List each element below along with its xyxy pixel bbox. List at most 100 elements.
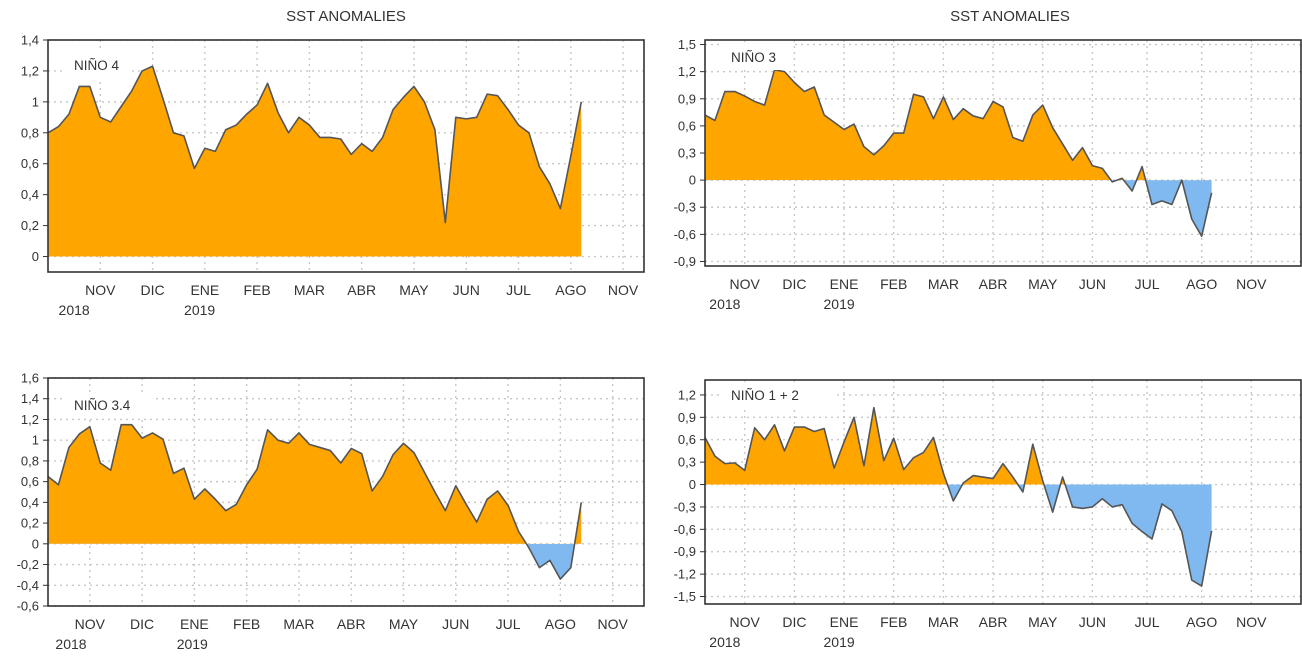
- nino34-year-label-1: 2019: [177, 636, 208, 652]
- nino4-point-6: [110, 121, 111, 122]
- nino4-point-44: [507, 109, 508, 110]
- nino4-point-36: [424, 101, 425, 102]
- nino3-ytick-label-4: 0,3: [678, 146, 696, 161]
- nino3-ytick-label-7: -0,6: [674, 227, 696, 242]
- nino34-point-20: [257, 469, 258, 470]
- nino34-point-9: [142, 438, 143, 439]
- nino3-point-51: [1211, 192, 1212, 193]
- nino34-point-38: [445, 510, 446, 511]
- nino34-point-23: [288, 443, 289, 444]
- nino3-region-label: NIÑO 3: [731, 50, 776, 65]
- nino4-ytick-label-7: 0: [32, 249, 39, 264]
- nino12-point-43: [1132, 523, 1133, 524]
- nino3-label-box: [723, 44, 791, 70]
- nino4-xtick-label-3: FEB: [244, 282, 271, 298]
- nino34-point-46: [528, 547, 529, 548]
- nino34-point-48: [549, 560, 550, 561]
- nino12-point-10: [804, 426, 805, 427]
- nino12-positive-area: [705, 407, 1212, 485]
- nino12-chart: 1,2 0,9 0,6 0,3 0 -0,3 -0,6 -0,9 -1,2 -1,5 NOV DIC E…: [674, 379, 1302, 650]
- nino4-point-22: [277, 112, 278, 113]
- nino34-point-6: [110, 470, 111, 471]
- nino3-point-18: [883, 145, 884, 146]
- nino34-point-27: [330, 450, 331, 451]
- nino3-point-6: [764, 104, 765, 105]
- nino34-point-18: [236, 504, 237, 505]
- nino12-y-axis: 1,2 0,9 0,6 0,3 0 -0,3 -0,6 -0,9 -1,2 -1,5: [674, 387, 705, 604]
- nino12-ytick-label-4: 0: [689, 477, 696, 492]
- nino34-ytick-label-9: -0,2: [17, 557, 39, 572]
- nino34-point-34: [403, 443, 404, 444]
- nino34-point-44: [507, 505, 508, 506]
- nino4-point-33: [392, 109, 393, 110]
- nino34-x-axis: NOV DIC ENE FEB MAR ABR MAY JUN JUL AGO NOV 2018 201…: [55, 616, 628, 652]
- nino12-xtick-label-10: NOV: [1236, 614, 1267, 630]
- nino3-ytick-label-6: -0,3: [674, 200, 696, 215]
- nino4-point-48: [549, 183, 550, 184]
- nino4-point-30: [361, 143, 362, 144]
- nino12-point-17: [873, 407, 874, 408]
- nino4-xtick-label-9: AGO: [555, 282, 586, 298]
- nino12-frame: [704, 379, 1302, 605]
- nino4-point-14: [194, 168, 195, 169]
- nino4-ytick-label-5: 0,4: [21, 187, 39, 202]
- nino34-xtick-label-4: MAR: [283, 616, 314, 632]
- nino3-xtick-label-8: JUL: [1135, 276, 1160, 292]
- nino12-ytick-label-2: 0,6: [678, 432, 696, 447]
- nino4-xtick-label-5: ABR: [347, 282, 376, 298]
- nino4-point-28: [340, 138, 341, 139]
- nino34-point-37: [434, 491, 435, 492]
- nino3-point-24: [943, 96, 944, 97]
- nino12-label-box: [723, 382, 833, 408]
- nino34-point-16: [215, 499, 216, 500]
- nino12-negative-area: [947, 484, 1212, 587]
- nino4-point-8: [131, 90, 132, 91]
- nino4-point-18: [236, 124, 237, 125]
- left-column-title: SST ANOMALIES: [286, 8, 406, 25]
- nino3-point-34: [1042, 104, 1043, 105]
- nino34-point-14: [194, 499, 195, 500]
- nino12-point-33: [1032, 444, 1033, 445]
- nino34-ytick-label-10: -0,4: [17, 578, 39, 593]
- nino34-point-32: [382, 476, 383, 477]
- nino3-xtick-label-10: NOV: [1236, 276, 1267, 292]
- nino34-positive-area: [48, 424, 582, 544]
- nino3-point-32: [1022, 141, 1023, 142]
- nino4-point-3: [79, 86, 80, 87]
- nino34-xtick-label-7: JUN: [442, 616, 469, 632]
- nino12-point-35: [1052, 512, 1053, 513]
- nino12-ytick-label-3: 0,3: [678, 455, 696, 470]
- nino3-point-42: [1122, 178, 1123, 179]
- nino12-point-14: [843, 441, 844, 442]
- nino3-ytick-label-0: 1,5: [678, 37, 696, 52]
- nino4-point-47: [539, 166, 540, 167]
- nino34-ytick-label-5: 0,6: [21, 474, 39, 489]
- nino3-point-5: [754, 101, 755, 102]
- nino12-point-12: [824, 428, 825, 429]
- nino12-ytick-label-7: -0,9: [674, 544, 696, 559]
- nino34-point-50: [570, 567, 571, 568]
- nino3-series-line: [705, 69, 1213, 237]
- nino3-ytick-label-5: 0: [689, 173, 696, 188]
- nino12-xtick-label-9: AGO: [1186, 614, 1217, 630]
- nino3-point-27: [973, 115, 974, 116]
- nino4-point-5: [100, 117, 101, 118]
- nino34-point-43: [497, 490, 498, 491]
- nino12-point-8: [784, 450, 785, 451]
- nino34-point-26: [319, 447, 320, 448]
- nino3-point-35: [1052, 127, 1053, 128]
- nino12-point-44: [1141, 531, 1142, 532]
- nino12-point-3: [734, 462, 735, 463]
- nino34-series-line: [48, 423, 583, 580]
- nino12-x-axis: NOV DIC ENE FEB MAR ABR MAY JUN JUL AGO NOV 2018 201…: [709, 614, 1267, 650]
- nino12-xtick-label-0: NOV: [730, 614, 761, 630]
- nino4-xtick-label-10: NOV: [608, 282, 639, 298]
- nino12-point-9: [794, 426, 795, 427]
- nino3-point-48: [1181, 180, 1182, 181]
- nino3-point-47: [1171, 204, 1172, 205]
- nino12-point-19: [893, 438, 894, 439]
- nino34-ytick-label-2: 1,2: [21, 412, 39, 427]
- nino12-xtick-label-7: JUN: [1079, 614, 1106, 630]
- nino3-grid: [705, 40, 1301, 266]
- nino4-point-43: [497, 95, 498, 96]
